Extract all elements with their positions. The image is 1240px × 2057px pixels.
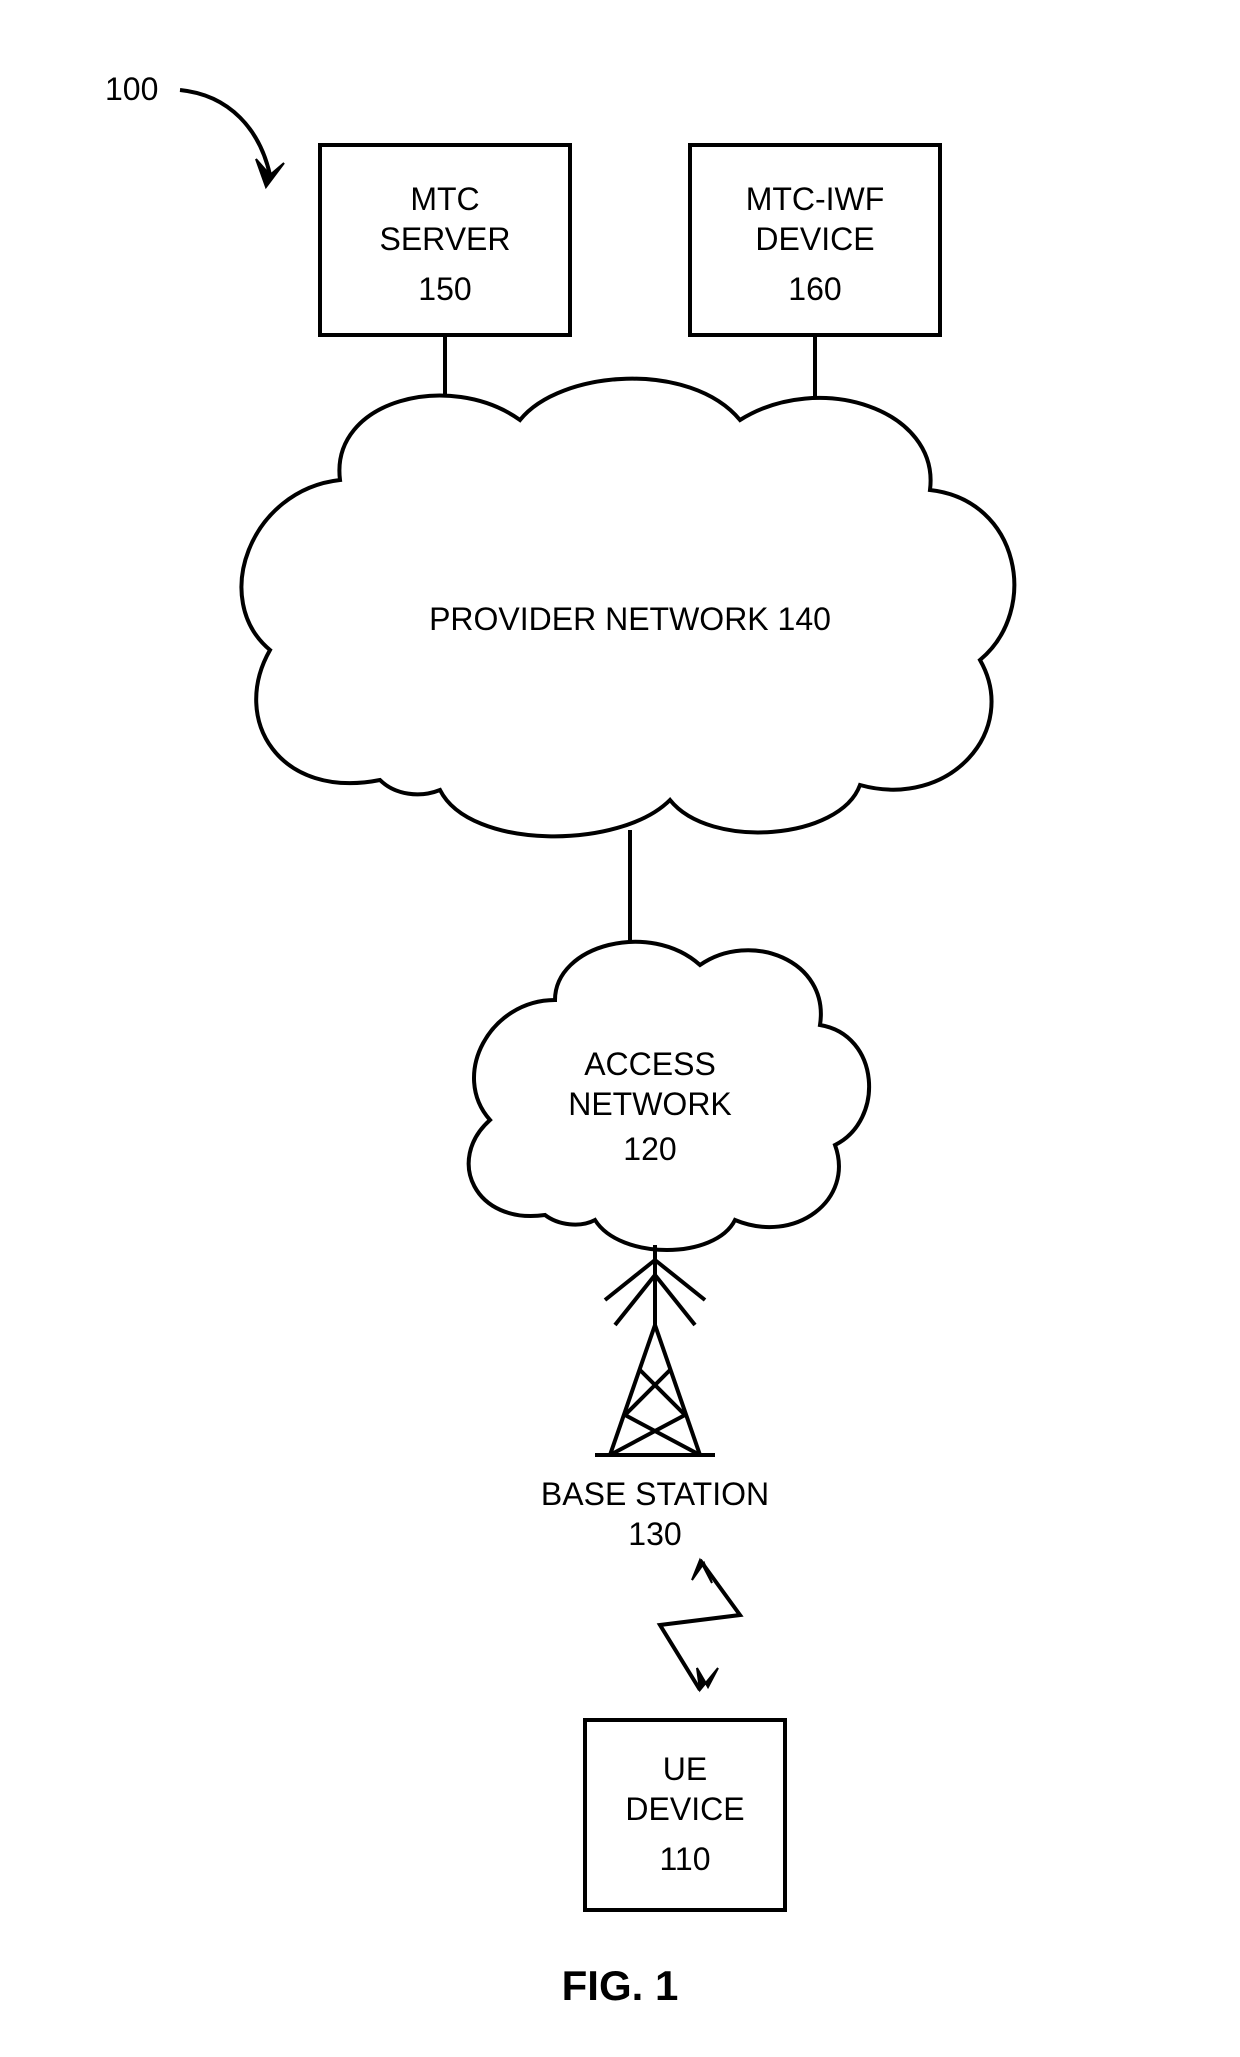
ue-device-line1: UE: [663, 1751, 707, 1787]
mtc-iwf-box: MTC-IWF DEVICE 160: [690, 145, 940, 335]
mtc-iwf-line3: 160: [788, 271, 841, 307]
figure-reference: 100: [105, 71, 284, 187]
base-station-tower: BASE STATION 130: [541, 1245, 769, 1552]
figure-caption: FIG. 1: [562, 1962, 679, 2009]
ue-device-box: UE DEVICE 110: [585, 1720, 785, 1910]
mtc-iwf-line2: DEVICE: [755, 221, 874, 257]
edge-base-station-to-ue: [660, 1560, 740, 1690]
ue-device-line2: DEVICE: [625, 1791, 744, 1827]
mtc-server-line1: MTC: [410, 181, 479, 217]
mtc-server-line2: SERVER: [379, 221, 510, 257]
access-network-cloud: ACCESS NETWORK 120: [469, 942, 869, 1250]
access-network-line1: ACCESS: [584, 1046, 716, 1082]
figure-ref-label: 100: [105, 71, 158, 107]
figure-1-diagram: 100 MTC SERVER 150 MTC-IWF DEVICE 160 PR…: [0, 0, 1240, 2057]
mtc-server-line3: 150: [418, 271, 471, 307]
mtc-iwf-line1: MTC-IWF: [746, 181, 885, 217]
provider-network-cloud: PROVIDER NETWORK 140: [241, 379, 1014, 837]
base-station-line1: BASE STATION: [541, 1476, 769, 1512]
mtc-server-box: MTC SERVER 150: [320, 145, 570, 335]
provider-network-label: PROVIDER NETWORK 140: [429, 601, 831, 637]
access-network-line2: NETWORK: [568, 1086, 732, 1122]
access-network-line3: 120: [623, 1131, 676, 1167]
base-station-line2: 130: [628, 1516, 681, 1552]
ue-device-line3: 110: [659, 1841, 710, 1877]
